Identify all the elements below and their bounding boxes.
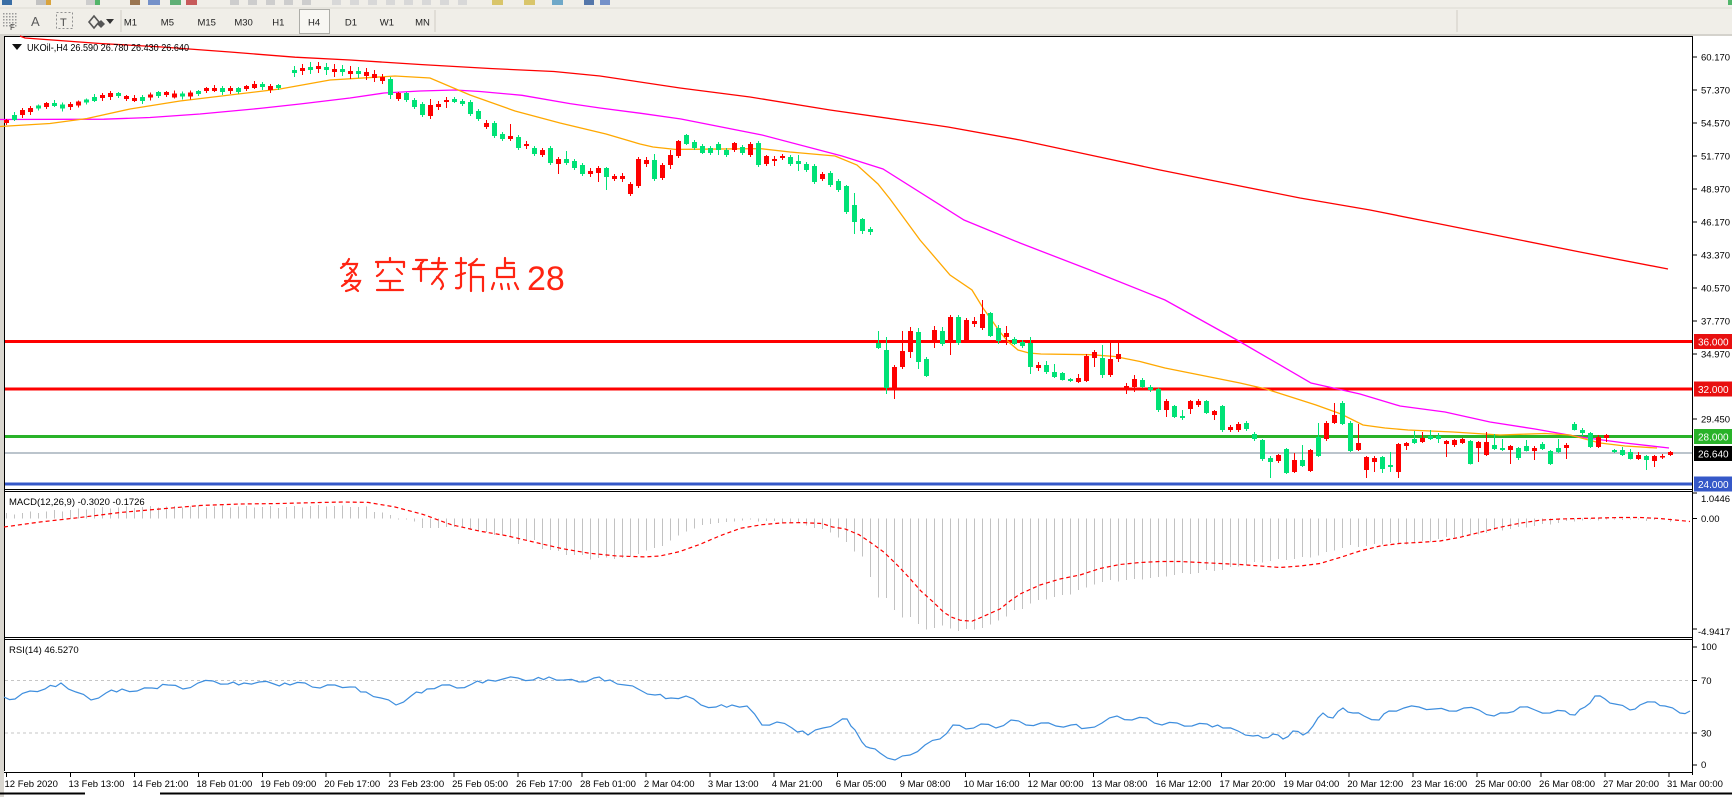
- svg-text:29.450: 29.450: [1701, 415, 1730, 426]
- svg-text:28 Feb 01:00: 28 Feb 01:00: [580, 779, 636, 790]
- svg-text:20 Mar 12:00: 20 Mar 12:00: [1347, 779, 1403, 790]
- svg-text:51.770: 51.770: [1701, 152, 1730, 163]
- svg-text:23 Mar 16:00: 23 Mar 16:00: [1411, 779, 1467, 790]
- svg-text:27 Mar 20:00: 27 Mar 20:00: [1603, 779, 1659, 790]
- svg-text:-4.9417: -4.9417: [1698, 627, 1730, 638]
- svg-text:12 Mar 00:00: 12 Mar 00:00: [1028, 779, 1084, 790]
- svg-text:100: 100: [1701, 642, 1717, 653]
- svg-text:25 Mar 00:00: 25 Mar 00:00: [1475, 779, 1531, 790]
- svg-text:28.000: 28.000: [1698, 433, 1729, 444]
- svg-text:0: 0: [1701, 760, 1706, 771]
- svg-text:46.170: 46.170: [1701, 218, 1730, 229]
- svg-text:UKOil-,H4 26.590 26.780 26.43: UKOil-,H4 26.590 26.780 26.430 26.640: [27, 42, 189, 54]
- svg-text:T: T: [60, 17, 67, 29]
- svg-text:40.570: 40.570: [1701, 284, 1730, 295]
- svg-text:13 Mar 08:00: 13 Mar 08:00: [1091, 779, 1147, 790]
- svg-text:37.770: 37.770: [1701, 317, 1730, 328]
- svg-text:MN: MN: [415, 18, 430, 29]
- svg-text:36.000: 36.000: [1698, 338, 1729, 349]
- svg-text:17 Mar 20:00: 17 Mar 20:00: [1219, 779, 1275, 790]
- svg-text:3 Mar 13:00: 3 Mar 13:00: [708, 779, 759, 790]
- svg-text:9 Mar 08:00: 9 Mar 08:00: [900, 779, 951, 790]
- svg-text:20 Feb 17:00: 20 Feb 17:00: [324, 779, 380, 790]
- svg-text:26 Feb 17:00: 26 Feb 17:00: [516, 779, 572, 790]
- svg-text:M5: M5: [161, 18, 174, 29]
- svg-text:28: 28: [527, 260, 565, 298]
- svg-text:D1: D1: [345, 18, 357, 29]
- svg-text:2 Mar 04:00: 2 Mar 04:00: [644, 779, 695, 790]
- svg-text:60.170: 60.170: [1701, 53, 1730, 64]
- svg-text:26.640: 26.640: [1698, 450, 1729, 461]
- svg-text:18 Feb 01:00: 18 Feb 01:00: [196, 779, 252, 790]
- svg-text:W1: W1: [380, 18, 394, 29]
- svg-text:70: 70: [1701, 676, 1712, 687]
- svg-text:26 Mar 08:00: 26 Mar 08:00: [1539, 779, 1595, 790]
- svg-text:25 Feb 05:00: 25 Feb 05:00: [452, 779, 508, 790]
- svg-text:12 Feb 2020: 12 Feb 2020: [5, 779, 58, 790]
- svg-text:10 Mar 16:00: 10 Mar 16:00: [964, 779, 1020, 790]
- svg-text:M30: M30: [234, 18, 252, 29]
- svg-text:19 Feb 09:00: 19 Feb 09:00: [260, 779, 316, 790]
- svg-text:0.00: 0.00: [1701, 514, 1720, 525]
- svg-text:F: F: [10, 23, 15, 32]
- svg-text:A: A: [31, 14, 40, 29]
- svg-text:32.000: 32.000: [1698, 385, 1729, 396]
- svg-text:4 Mar 21:00: 4 Mar 21:00: [772, 779, 823, 790]
- svg-text:14 Feb 21:00: 14 Feb 21:00: [132, 779, 188, 790]
- svg-text:54.570: 54.570: [1701, 119, 1730, 130]
- svg-text:57.370: 57.370: [1701, 86, 1730, 97]
- svg-text:19 Mar 04:00: 19 Mar 04:00: [1283, 779, 1339, 790]
- svg-text:48.970: 48.970: [1701, 185, 1730, 196]
- svg-text:M1: M1: [124, 18, 137, 29]
- svg-text:43.370: 43.370: [1701, 251, 1730, 262]
- svg-text:MACD(12,26,9) -0.3020 -0.1726: MACD(12,26,9) -0.3020 -0.1726: [9, 497, 145, 508]
- svg-text:30: 30: [1701, 729, 1712, 740]
- svg-text:M15: M15: [197, 18, 215, 29]
- svg-text:1.0446: 1.0446: [1701, 494, 1730, 505]
- svg-text:H1: H1: [272, 18, 284, 29]
- svg-text:6 Mar 05:00: 6 Mar 05:00: [836, 779, 887, 790]
- svg-text:16 Mar 12:00: 16 Mar 12:00: [1155, 779, 1211, 790]
- svg-text:24.000: 24.000: [1698, 480, 1729, 491]
- svg-text:23 Feb 23:00: 23 Feb 23:00: [388, 779, 444, 790]
- svg-text:H4: H4: [308, 18, 320, 29]
- svg-text:RSI(14) 46.5270: RSI(14) 46.5270: [9, 645, 79, 656]
- svg-text:34.970: 34.970: [1701, 350, 1730, 361]
- svg-text:31 Mar 00:00: 31 Mar 00:00: [1667, 779, 1723, 790]
- svg-text:13 Feb 13:00: 13 Feb 13:00: [68, 779, 124, 790]
